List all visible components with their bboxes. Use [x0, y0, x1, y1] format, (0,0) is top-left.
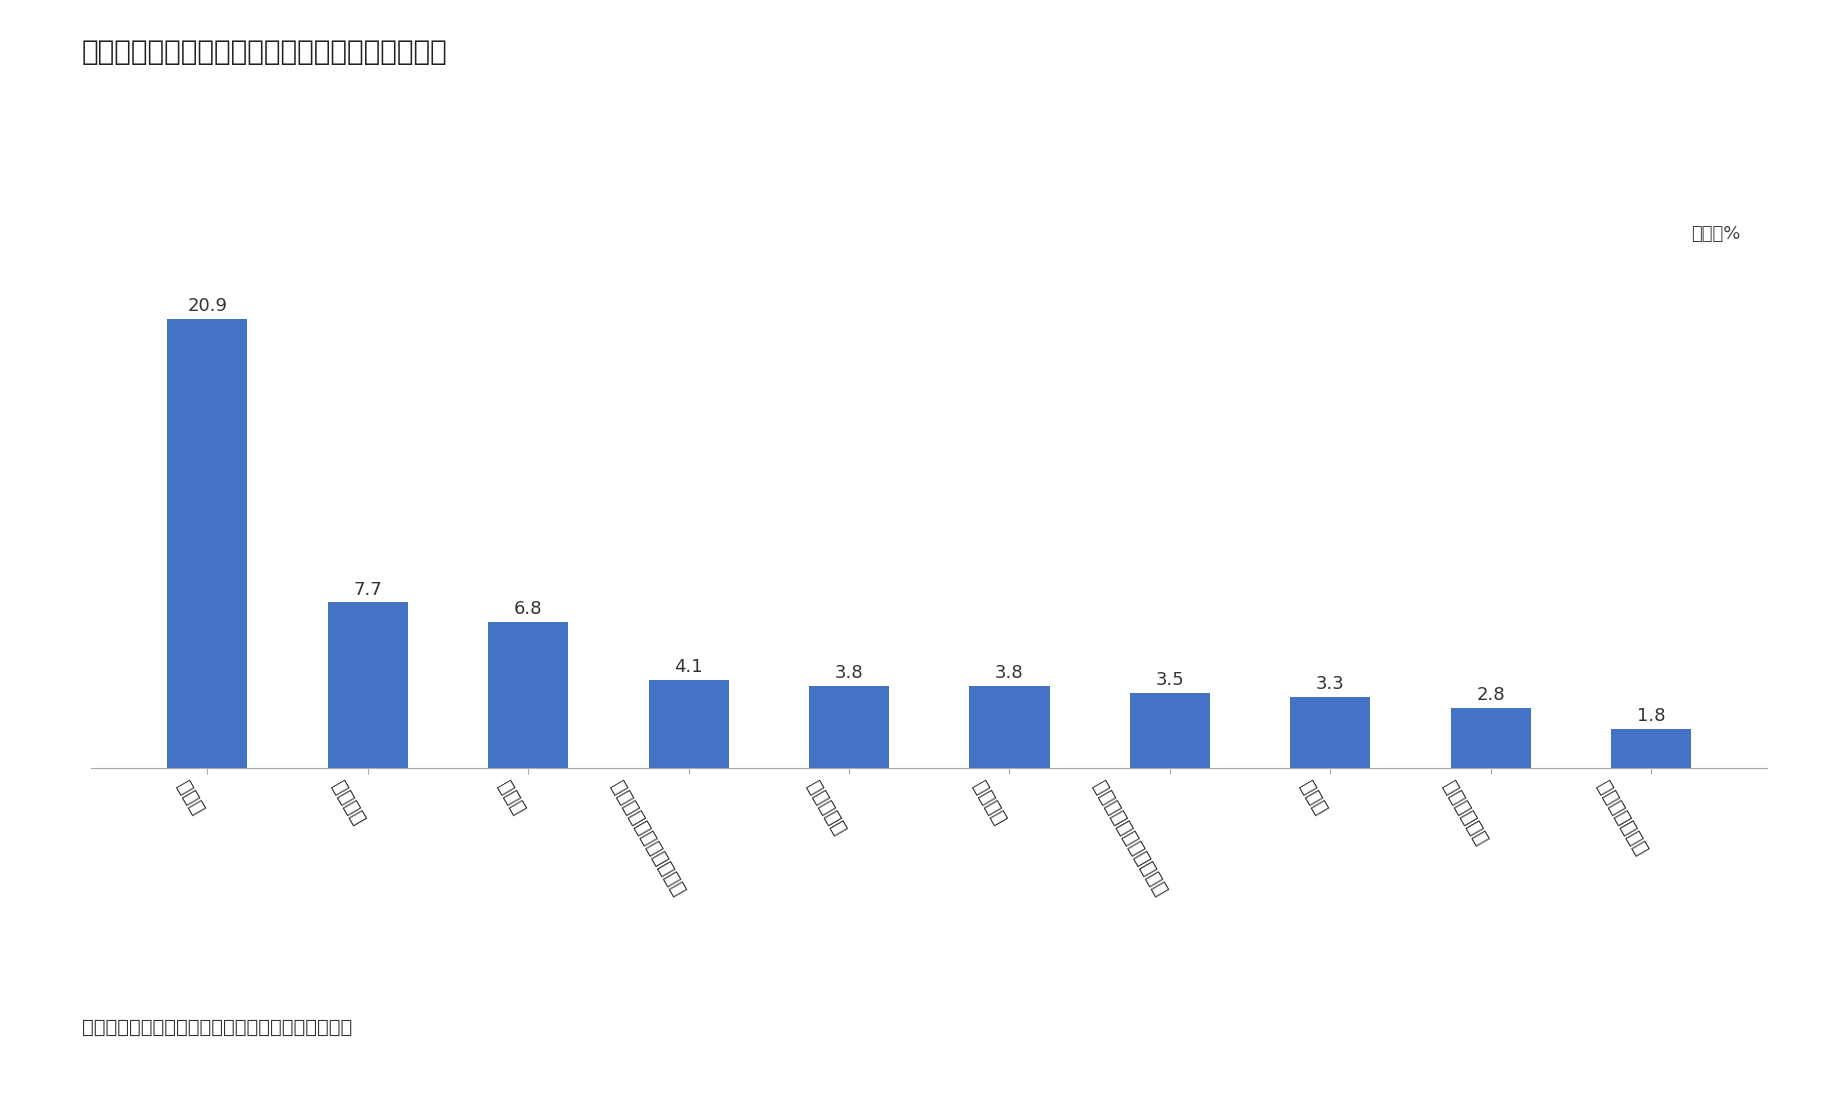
Bar: [1290, 697, 1370, 768]
Text: 6.8: 6.8: [514, 600, 543, 618]
Bar: [488, 622, 568, 768]
Bar: [1611, 730, 1691, 768]
Text: 出所）　韓国関税庁「輸出通関資料」より筆者作成: 出所） 韓国関税庁「輸出通関資料」より筆者作成: [82, 1018, 352, 1037]
Text: 1.8: 1.8: [1636, 708, 1665, 725]
Text: 2.8: 2.8: [1476, 686, 1505, 704]
Text: 4.1: 4.1: [674, 658, 703, 676]
Bar: [969, 687, 1049, 768]
Text: 3.3: 3.3: [1315, 675, 1345, 693]
Bar: [809, 687, 889, 768]
Bar: [649, 680, 729, 768]
Bar: [1130, 692, 1210, 768]
Bar: [1450, 708, 1530, 768]
Text: 7.7: 7.7: [353, 580, 383, 599]
Text: 図表１　韓国の輸出金額に占める主要品目の割合: 図表１ 韓国の輸出金額に占める主要品目の割合: [82, 38, 448, 67]
Text: 3.5: 3.5: [1155, 671, 1184, 689]
Bar: [328, 602, 408, 768]
Text: 20.9: 20.9: [188, 297, 228, 315]
Text: 単位：%: 単位：%: [1691, 225, 1740, 242]
Text: 3.8: 3.8: [995, 665, 1024, 682]
Text: 3.8: 3.8: [834, 665, 864, 682]
Bar: [168, 319, 248, 768]
